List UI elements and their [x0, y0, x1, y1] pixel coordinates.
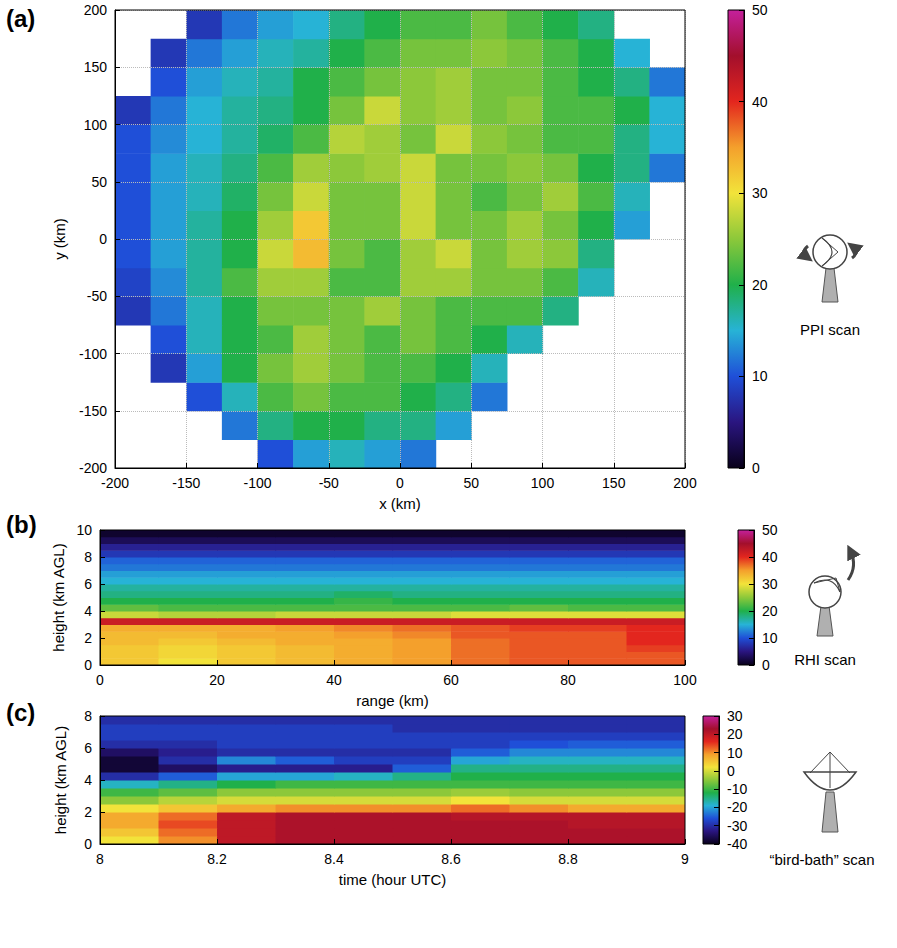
- svg-text:2: 2: [84, 630, 92, 646]
- svg-text:-40: -40: [727, 836, 747, 852]
- svg-text:x (km): x (km): [379, 495, 421, 512]
- svg-text:50: 50: [91, 174, 107, 190]
- svg-text:30: 30: [727, 708, 743, 724]
- svg-text:0: 0: [762, 657, 770, 673]
- svg-text:20: 20: [762, 603, 778, 619]
- svg-text:30: 30: [762, 576, 778, 592]
- svg-text:-100: -100: [243, 475, 271, 491]
- svg-text:50: 50: [762, 522, 778, 538]
- svg-text:20: 20: [752, 277, 768, 293]
- svg-text:8.2: 8.2: [207, 851, 227, 867]
- svg-text:-100: -100: [79, 346, 107, 362]
- svg-text:“bird-bath” scan: “bird-bath” scan: [769, 851, 874, 868]
- svg-text:0: 0: [84, 657, 92, 673]
- svg-text:80: 80: [560, 672, 576, 688]
- svg-text:20: 20: [727, 726, 743, 742]
- svg-text:0: 0: [99, 231, 107, 247]
- svg-text:200: 200: [673, 475, 697, 491]
- svg-text:-50: -50: [319, 475, 339, 491]
- svg-text:8: 8: [84, 708, 92, 724]
- svg-text:8.4: 8.4: [324, 851, 344, 867]
- svg-text:30: 30: [752, 185, 768, 201]
- svg-text:(a): (a): [6, 5, 35, 32]
- svg-text:100: 100: [84, 117, 108, 133]
- svg-text:100: 100: [673, 672, 697, 688]
- svg-text:RHI scan: RHI scan: [794, 651, 856, 668]
- svg-text:8.8: 8.8: [558, 851, 578, 867]
- svg-text:0: 0: [84, 836, 92, 852]
- svg-text:-10: -10: [727, 781, 747, 797]
- svg-text:150: 150: [84, 59, 108, 75]
- svg-text:60: 60: [443, 672, 459, 688]
- svg-text:-50: -50: [87, 288, 107, 304]
- svg-text:height (km AGL): height (km AGL): [52, 726, 69, 834]
- svg-text:50: 50: [752, 2, 768, 18]
- svg-text:40: 40: [752, 94, 768, 110]
- svg-text:10: 10: [727, 745, 743, 761]
- svg-text:6: 6: [84, 740, 92, 756]
- svg-text:PPI scan: PPI scan: [800, 321, 860, 338]
- svg-text:-200: -200: [79, 460, 107, 476]
- svg-text:8: 8: [84, 549, 92, 565]
- svg-text:150: 150: [602, 475, 626, 491]
- svg-text:0: 0: [96, 672, 104, 688]
- svg-text:40: 40: [762, 549, 778, 565]
- svg-text:4: 4: [84, 603, 92, 619]
- svg-text:0: 0: [752, 460, 760, 476]
- svg-text:range (km): range (km): [356, 692, 429, 709]
- svg-text:(b): (b): [6, 511, 37, 538]
- svg-text:time (hour UTC): time (hour UTC): [339, 871, 447, 888]
- svg-text:4: 4: [84, 772, 92, 788]
- svg-text:10: 10: [762, 630, 778, 646]
- svg-text:8: 8: [96, 851, 104, 867]
- svg-text:-30: -30: [727, 818, 747, 834]
- svg-text:0: 0: [727, 763, 735, 779]
- svg-text:9: 9: [681, 851, 689, 867]
- svg-text:40: 40: [326, 672, 342, 688]
- svg-text:height (km AGL): height (km AGL): [50, 543, 67, 651]
- svg-text:-150: -150: [79, 403, 107, 419]
- svg-text:2: 2: [84, 804, 92, 820]
- svg-text:8.6: 8.6: [441, 851, 461, 867]
- svg-text:0: 0: [396, 475, 404, 491]
- svg-text:10: 10: [752, 368, 768, 384]
- svg-text:-200: -200: [101, 475, 129, 491]
- svg-text:y (km): y (km): [51, 218, 68, 260]
- svg-text:6: 6: [84, 576, 92, 592]
- svg-text:10: 10: [76, 522, 92, 538]
- svg-text:(c): (c): [6, 699, 35, 726]
- svg-text:50: 50: [463, 475, 479, 491]
- svg-text:20: 20: [209, 672, 225, 688]
- svg-text:-20: -20: [727, 799, 747, 815]
- svg-text:-150: -150: [172, 475, 200, 491]
- svg-text:100: 100: [531, 475, 555, 491]
- svg-text:200: 200: [84, 2, 108, 18]
